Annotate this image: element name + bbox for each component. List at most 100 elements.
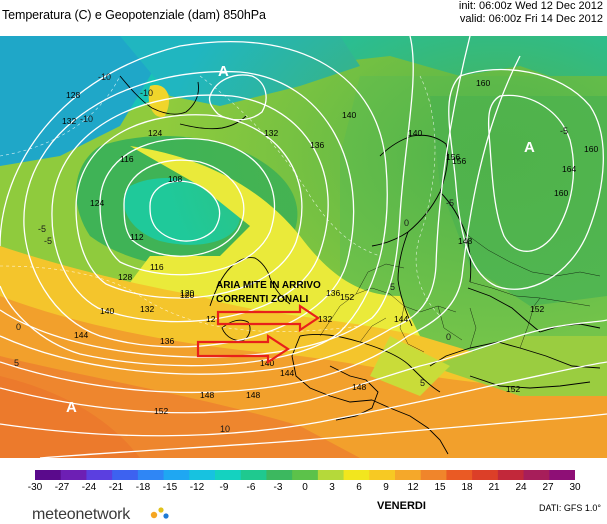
isohypse-label: 152 bbox=[154, 406, 168, 416]
map-canvas: 128 132 124 116 108 112 116 120 124 128 … bbox=[0, 36, 607, 458]
isotherm-label: -5 bbox=[38, 224, 46, 234]
isohypse-label: 128 bbox=[118, 272, 132, 282]
color-scale-tick: -27 bbox=[54, 482, 70, 493]
color-scale-tick: -6 bbox=[246, 482, 256, 493]
isotherm-label: 5 bbox=[390, 282, 395, 292]
arrow-upper bbox=[216, 303, 320, 333]
isohypse-label: 152 bbox=[506, 384, 520, 394]
color-scale-tick: -21 bbox=[108, 482, 124, 493]
isohypse-label: 144 bbox=[74, 330, 88, 340]
isohypse-label: 144 bbox=[280, 368, 294, 378]
color-scale-swatch bbox=[420, 470, 447, 480]
color-scale-tick: 6 bbox=[356, 482, 362, 493]
color-scale-tick: 9 bbox=[383, 482, 389, 493]
color-scale-tick: 24 bbox=[515, 482, 527, 493]
isohypse-label: 152 bbox=[530, 304, 544, 314]
isohypse-label: 156 bbox=[446, 152, 460, 162]
color-scale-tick: -24 bbox=[81, 482, 97, 493]
isohypse-label: 116 bbox=[120, 154, 134, 164]
color-scale-swatch bbox=[266, 470, 293, 480]
isotherm-label: -5 bbox=[560, 126, 568, 136]
isotherm-label: -10 bbox=[80, 114, 93, 124]
isotherm-label: 0 bbox=[16, 322, 21, 332]
isohypse-label: 156 bbox=[452, 156, 466, 166]
data-source: DATI: GFS 1.0° bbox=[539, 503, 601, 513]
color-scale-tick: 30 bbox=[569, 482, 581, 493]
isohypse-label: 140 bbox=[342, 110, 356, 120]
isohypse-label: 136 bbox=[310, 140, 324, 150]
day-label: VENERDI bbox=[377, 500, 426, 512]
isotherm-label: -10 bbox=[140, 88, 153, 98]
color-scale-swatch bbox=[86, 470, 113, 480]
isohypse-label: 112 bbox=[130, 232, 144, 242]
annotation-line-2: CORRENTI ZONALI bbox=[216, 294, 308, 305]
isotherm-labels: -10 -5 0 5 -5 -10 0 5 -5 0 5 10 -10 -5 bbox=[14, 72, 568, 434]
color-scale-swatch bbox=[35, 470, 62, 480]
color-scale-swatch bbox=[343, 470, 370, 480]
color-scale-swatch bbox=[240, 470, 267, 480]
isohypse-label: 132 bbox=[62, 116, 76, 126]
isohypse-label: 160 bbox=[584, 144, 598, 154]
isohypse-label: 120 bbox=[180, 290, 194, 300]
color-scale-swatch bbox=[60, 470, 87, 480]
isohypse-label: 116 bbox=[150, 262, 164, 272]
isohypse-label: 152 bbox=[340, 292, 354, 302]
color-scale-tick: 3 bbox=[329, 482, 335, 493]
init-time: init: 06:00z Wed 12 Dec 2012 bbox=[458, 0, 603, 12]
color-scale-tick: 15 bbox=[434, 482, 446, 493]
isohypses bbox=[0, 36, 607, 458]
meteonetwork-logo: meteonetwork bbox=[32, 506, 131, 523]
isohypse-label: 140 bbox=[100, 306, 114, 316]
color-scale-tick: 27 bbox=[542, 482, 554, 493]
isotherm-label: -10 bbox=[98, 72, 111, 82]
isotherms bbox=[0, 75, 441, 332]
isohypse-label: 160 bbox=[476, 78, 490, 88]
isohypse-label: 132 bbox=[318, 314, 332, 324]
color-scale-tick: -15 bbox=[162, 482, 178, 493]
color-scale-swatch bbox=[317, 470, 345, 480]
color-scale-tick: 21 bbox=[488, 482, 500, 493]
color-scale-swatch bbox=[395, 470, 422, 480]
high-pressure-label: A bbox=[218, 63, 229, 80]
isohypse-label: 148 bbox=[200, 390, 214, 400]
annotation-text: ARIA MITE IN ARRIVO CORRENTI ZONALI bbox=[216, 280, 321, 305]
color-scale-tick: -12 bbox=[189, 482, 205, 493]
color-scale-swatch bbox=[497, 470, 525, 480]
annotation-line-1: ARIA MITE IN ARRIVO bbox=[216, 280, 321, 291]
isohypse-label: 164 bbox=[562, 164, 576, 174]
color-scale-swatch bbox=[523, 470, 550, 480]
color-scale-swatch bbox=[112, 470, 139, 480]
annotation-arrows bbox=[196, 303, 320, 365]
color-scale-swatch bbox=[137, 470, 165, 480]
color-scale-swatch bbox=[215, 470, 242, 480]
isohypse-label: 144 bbox=[394, 314, 408, 324]
isotherm-label: -5 bbox=[446, 198, 454, 208]
isohypse-label: 124 bbox=[90, 198, 104, 208]
color-scale-swatch bbox=[446, 470, 473, 480]
coastlines bbox=[119, 75, 601, 455]
color-scale-tick: -18 bbox=[135, 482, 151, 493]
color-scale-swatch bbox=[472, 470, 499, 480]
isotherm-label: 10 bbox=[220, 424, 230, 434]
isotherm-label: 0 bbox=[404, 218, 409, 228]
high-pressure-label: A bbox=[524, 139, 535, 156]
color-scale-swatch bbox=[189, 470, 216, 480]
run-info: init: 06:00z Wed 12 Dec 2012 valid: 06:0… bbox=[459, 0, 603, 26]
isohypse-label: 148 bbox=[352, 382, 366, 392]
color-scale-swatch bbox=[292, 470, 319, 480]
isohypse-label: 136 bbox=[160, 336, 174, 346]
isohypse-label: 132 bbox=[140, 304, 154, 314]
isohypse-label: 148 bbox=[246, 390, 260, 400]
color-scale-swatch bbox=[163, 470, 190, 480]
valid-time: valid: 06:00z Fri 14 Dec 2012 bbox=[459, 13, 603, 25]
logo-dots-icon bbox=[150, 507, 169, 519]
isotherm-label: -5 bbox=[44, 236, 52, 246]
isotherm-label: 5 bbox=[14, 358, 19, 368]
isohypse-labels: 128 132 124 116 108 112 116 120 124 128 … bbox=[62, 78, 598, 416]
isohypse-label: 160 bbox=[554, 188, 568, 198]
isohypse-label: 124 bbox=[148, 128, 162, 138]
isohypse-label: 12 bbox=[206, 314, 216, 324]
isohypse-label: 120 bbox=[180, 288, 194, 298]
color-scale-tick: -9 bbox=[219, 482, 229, 493]
color-scale-swatch bbox=[549, 470, 575, 480]
